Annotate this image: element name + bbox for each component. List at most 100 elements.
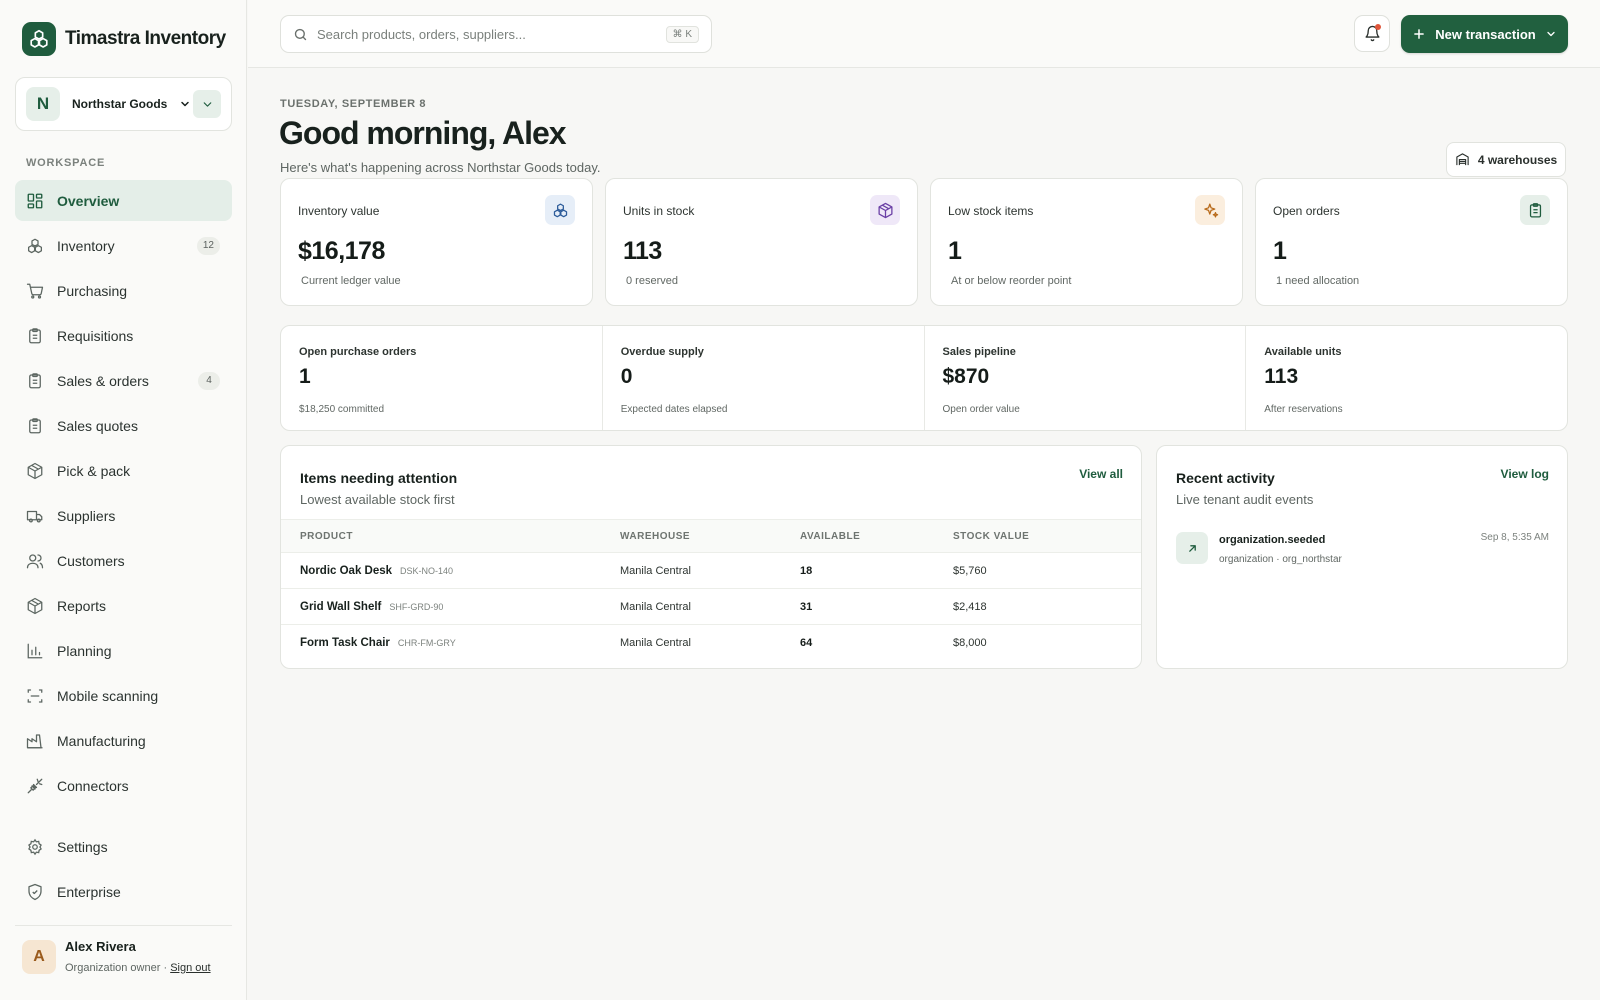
sidebar-item-label: Pick & pack bbox=[57, 462, 131, 479]
shortcut-hint: ⌘ K bbox=[665, 25, 699, 43]
truck-icon bbox=[26, 507, 44, 525]
boxes-icon bbox=[545, 195, 575, 225]
available-cell: 18 bbox=[800, 564, 813, 577]
sparkle-icon bbox=[1195, 195, 1225, 225]
sidebar-item-label: Sales & orders bbox=[57, 372, 149, 389]
available-cell: 64 bbox=[800, 637, 813, 649]
sidebar-item-manufacturing[interactable]: Manufacturing bbox=[15, 720, 232, 761]
stat-overdue-supply: Overdue supply 0 Expected dates elapsed bbox=[603, 326, 925, 430]
stat-open-purchase-orders: Open purchase orders 1 $18,250 committed bbox=[281, 326, 603, 430]
stat-label: Overdue supply bbox=[620, 346, 704, 358]
sidebar-item-requisitions[interactable]: Requisitions bbox=[15, 315, 232, 356]
sidebar-item-enterprise[interactable]: Enterprise bbox=[15, 871, 232, 912]
notifications-button[interactable] bbox=[1354, 15, 1390, 52]
brand[interactable]: Timastra Inventory bbox=[22, 22, 226, 56]
sidebar-item-reports[interactable]: Reports bbox=[15, 585, 232, 626]
avatar[interactable]: A bbox=[22, 939, 56, 974]
sidebar-item-inventory[interactable]: Inventory 12 bbox=[15, 225, 232, 266]
org-name: Northstar Goods bbox=[72, 97, 168, 111]
notification-dot bbox=[1375, 24, 1381, 30]
sidebar-item-purchasing[interactable]: Purchasing bbox=[15, 270, 232, 311]
panel-title: Items needing attention bbox=[300, 470, 458, 486]
clipboard-icon bbox=[1520, 195, 1550, 225]
cube-icon bbox=[870, 195, 900, 225]
stat-subtext: Expected dates elapsed bbox=[620, 404, 728, 415]
column-header-product[interactable]: PRODUCT bbox=[300, 530, 353, 542]
new-transaction-button[interactable]: New transaction bbox=[1401, 15, 1568, 53]
sidebar-item-sales-orders[interactable]: Sales & orders 4 bbox=[15, 360, 232, 401]
view-all-link[interactable]: View all bbox=[1079, 467, 1123, 481]
plug-icon bbox=[26, 777, 44, 795]
search-box[interactable]: ⌘ K bbox=[280, 15, 712, 53]
warehouse-icon bbox=[1456, 153, 1469, 166]
arrow-up-right-icon bbox=[1176, 532, 1208, 564]
sign-out-link[interactable]: Sign out bbox=[170, 962, 211, 974]
scan-icon bbox=[26, 687, 44, 705]
kpi-value: 1 bbox=[1273, 237, 1287, 265]
package-icon bbox=[26, 597, 44, 615]
activity-panel: Recent activity Live tenant audit events… bbox=[1156, 445, 1568, 669]
product-name: Grid Wall Shelf bbox=[300, 600, 382, 613]
sidebar-item-overview[interactable]: Overview bbox=[15, 180, 232, 221]
factory-icon bbox=[26, 732, 44, 750]
sidebar-item-customers[interactable]: Customers bbox=[15, 540, 232, 581]
stat-label: Open purchase orders bbox=[299, 346, 417, 358]
table-row[interactable]: Form Task Chair CHR-FM-GRY Manila Central… bbox=[281, 625, 1141, 661]
gear-icon bbox=[26, 838, 44, 856]
view-log-link[interactable]: View log bbox=[1500, 467, 1549, 481]
clipboard-icon bbox=[26, 327, 44, 345]
sidebar-item-label: Reports bbox=[57, 597, 107, 614]
user-role: Organization owner bbox=[65, 962, 161, 974]
chevron-down-icon[interactable] bbox=[179, 98, 191, 110]
product-name: Form Task Chair bbox=[300, 637, 390, 649]
table-row[interactable]: Nordic Oak Desk DSK-NO-140 Manila Central… bbox=[281, 553, 1141, 589]
sidebar-item-pick-pack[interactable]: Pick & pack bbox=[15, 450, 232, 491]
column-header-warehouse[interactable]: WAREHOUSE bbox=[620, 530, 691, 542]
shield-icon bbox=[26, 883, 44, 901]
chevron-down-icon bbox=[203, 101, 211, 107]
table-row[interactable]: Grid Wall Shelf SHF-GRD-90 Manila Central… bbox=[281, 589, 1141, 625]
page-subtitle: Here's what's happening across Northstar… bbox=[280, 160, 601, 175]
warehouses-button[interactable]: 4 warehouses bbox=[1446, 142, 1566, 177]
search-input[interactable] bbox=[317, 26, 666, 42]
kpi-value: $16,178 bbox=[298, 237, 385, 265]
kpi-card-low-stock: Low stock items 1 At or below reorder po… bbox=[930, 178, 1243, 306]
bar-chart-icon bbox=[26, 642, 44, 660]
org-switcher[interactable]: N Northstar Goods bbox=[15, 77, 232, 131]
page-title: Good morning, Alex bbox=[279, 115, 567, 151]
column-header-stock-value[interactable]: STOCK VALUE bbox=[953, 530, 1030, 542]
users-icon bbox=[26, 552, 44, 570]
org-expand-button[interactable] bbox=[193, 90, 221, 118]
stat-value: $870 bbox=[942, 365, 990, 388]
attention-table: PRODUCT WAREHOUSE AVAILABLE STOCK VALUE … bbox=[281, 519, 1141, 661]
sidebar-item-label: Enterprise bbox=[57, 883, 121, 900]
product-sku: CHR-FM-GRY bbox=[397, 638, 456, 648]
activity-item[interactable]: organization.seeded organization · org_n… bbox=[1176, 532, 1549, 565]
kpi-card-open-orders: Open orders 1 1 need allocation bbox=[1255, 178, 1568, 306]
warehouse-cell: Manila Central bbox=[620, 600, 691, 613]
table-header: PRODUCT WAREHOUSE AVAILABLE STOCK VALUE bbox=[281, 519, 1141, 553]
chevron-down-icon bbox=[1547, 31, 1555, 37]
section-label: WORKSPACE bbox=[26, 157, 106, 169]
stock-value-cell: $5,760 bbox=[953, 564, 987, 577]
stock-value-cell: $8,000 bbox=[953, 637, 987, 649]
current-date: TUESDAY, SEPTEMBER 8 bbox=[280, 98, 427, 110]
sidebar-item-mobile-scanning[interactable]: Mobile scanning bbox=[15, 675, 232, 716]
sidebar-item-label: Connectors bbox=[57, 777, 129, 794]
sidebar-item-suppliers[interactable]: Suppliers bbox=[15, 495, 232, 536]
sidebar-item-settings[interactable]: Settings bbox=[15, 826, 232, 867]
sidebar-item-label: Requisitions bbox=[57, 327, 134, 344]
stock-value-cell: $2,418 bbox=[953, 600, 987, 613]
sidebar-item-planning[interactable]: Planning bbox=[15, 630, 232, 671]
main-content: TUESDAY, SEPTEMBER 8 Good morning, Alex … bbox=[248, 68, 1600, 1000]
column-header-available[interactable]: AVAILABLE bbox=[800, 530, 861, 542]
sidebar-item-label: Inventory bbox=[57, 237, 115, 254]
kpi-value: 113 bbox=[623, 237, 662, 265]
cart-icon bbox=[26, 282, 44, 300]
sidebar-item-sales-quotes[interactable]: Sales quotes bbox=[15, 405, 232, 446]
stat-label: Sales pipeline bbox=[942, 346, 1016, 358]
kpi-subtext: 0 reserved bbox=[626, 275, 678, 287]
kpi-subtext: At or below reorder point bbox=[951, 275, 1072, 287]
sidebar-item-connectors[interactable]: Connectors bbox=[15, 765, 232, 806]
count-badge: 12 bbox=[196, 236, 220, 255]
